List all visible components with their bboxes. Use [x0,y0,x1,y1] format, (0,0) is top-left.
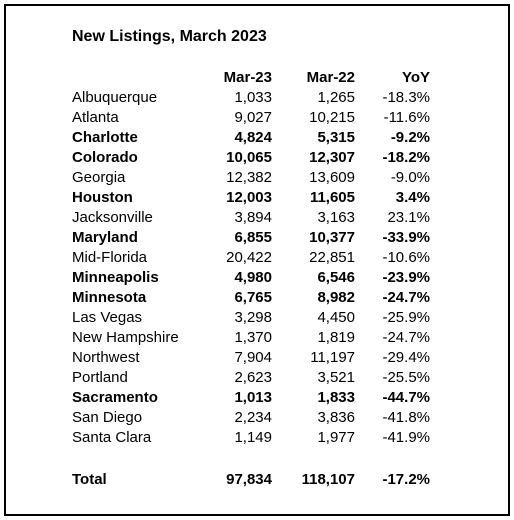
mar-23-cell: 3,298 [234,309,272,326]
row-label: Maryland [72,229,138,246]
yoy-cell: -41.9% [382,429,430,446]
yoy-cell: -9.0% [390,169,430,186]
mar-22-cell: 1,977 [317,429,355,446]
row-label: Albuquerque [72,89,158,106]
mar-23-cell: 12,382 [226,169,272,186]
mar-23-cell: 9,027 [234,109,272,126]
yoy-cell: -18.3% [382,89,430,106]
yoy-cell: -11.6% [383,109,430,126]
mar-23-cell: 1,149 [234,429,272,446]
yoy-cell: -24.7% [382,329,430,346]
row-label: Colorado [72,149,138,166]
yoy-cell: -29.4% [382,349,430,366]
total-yoy-cell: -17.2% [382,471,430,488]
yoy-cell: -25.9% [382,309,430,326]
mar-22-cell: 4,450 [317,309,355,326]
mar-23-cell: 1,013 [234,389,272,406]
mar-22-cell: 22,851 [309,249,355,266]
row-label: Portland [72,369,128,386]
yoy-cell: -33.9% [382,229,430,246]
row-label: Northwest [72,349,140,366]
yoy-cell: 23.1% [387,209,430,226]
row-label: Georgia [72,169,126,186]
mar-23-cell: 20,422 [226,249,272,266]
mar-23-cell: 6,855 [234,229,272,246]
mar-23-cell: 4,980 [234,269,272,286]
total-mar-23-cell: 97,834 [226,471,272,488]
mar-23-cell: 2,234 [234,409,272,426]
mar-23-cell: 6,765 [234,289,272,306]
table-title: New Listings, March 2023 [72,28,267,45]
row-label: Charlotte [72,129,138,146]
yoy-cell: 3.4% [395,189,430,206]
table-frame [4,4,510,516]
row-label: Minneapolis [72,269,159,286]
yoy-cell: -10.6% [382,249,430,266]
mar-23-cell: 12,003 [226,189,272,206]
mar-23-cell: 3,894 [234,209,272,226]
yoy-cell: -24.7% [382,289,430,306]
row-label: Minnesota [72,289,147,306]
mar-22-cell: 11,197 [310,349,355,366]
row-label: Santa Clara [72,429,152,446]
mar-23-cell: 2,623 [234,369,272,386]
mar-23-cell: 4,824 [234,129,272,146]
yoy-cell: -25.5% [382,369,430,386]
mar-22-cell: 1,833 [317,389,355,406]
yoy-cell: -18.2% [382,149,430,166]
mar-22-cell: 1,819 [317,329,355,346]
row-label: Las Vegas [72,309,143,326]
mar-22-cell: 3,163 [317,209,355,226]
yoy-cell: -41.8% [382,409,430,426]
mar-23-cell: 1,033 [234,89,272,106]
mar-22-cell: 13,609 [309,169,355,186]
mar-22-cell: 3,836 [317,409,355,426]
mar-22-cell: 11,605 [309,189,355,206]
mar-22-cell: 5,315 [317,129,355,146]
row-label: San Diego [72,409,143,426]
column-header: YoY [401,69,430,86]
row-label: Atlanta [72,109,119,126]
mar-22-cell: 10,215 [309,109,355,126]
yoy-cell: -23.9% [382,269,430,286]
mar-23-cell: 7,904 [234,349,272,366]
column-header: Mar-23 [223,69,272,86]
yoy-cell: -9.2% [390,129,430,146]
mar-22-cell: 6,546 [317,269,355,286]
row-label: Houston [72,189,133,206]
mar-23-cell: 1,370 [234,329,272,346]
total-row-label: Total [72,471,107,488]
mar-22-cell: 12,307 [309,149,355,166]
column-header: Mar-22 [306,69,355,86]
row-label: Sacramento [72,389,158,406]
mar-22-cell: 8,982 [317,289,355,306]
row-label: Mid-Florida [72,249,148,266]
mar-22-cell: 3,521 [317,369,355,386]
mar-23-cell: 10,065 [226,149,272,166]
row-label: New Hampshire [72,329,179,346]
mar-22-cell: 1,265 [317,89,355,106]
yoy-cell: -44.7% [382,389,430,406]
row-label: Jacksonville [72,209,153,226]
mar-22-cell: 10,377 [309,229,355,246]
total-mar-22-cell: 118,107 [301,471,355,488]
